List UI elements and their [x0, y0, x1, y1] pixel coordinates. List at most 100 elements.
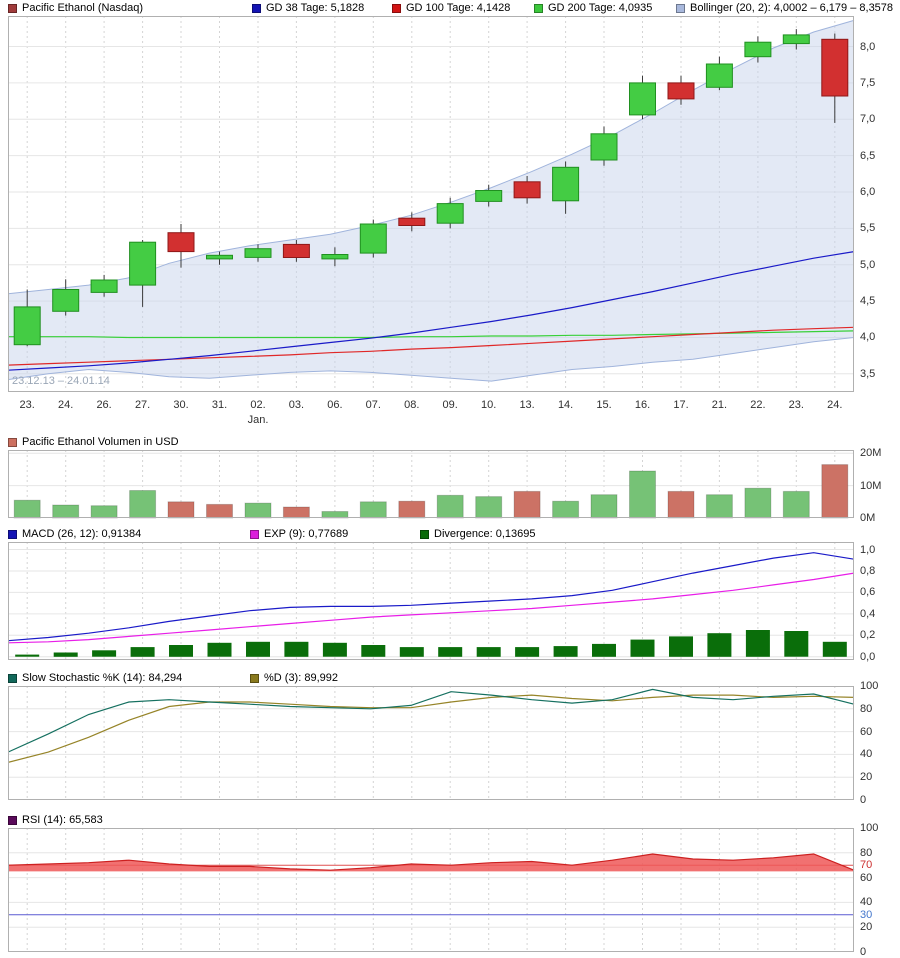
x-axis-label: 27. — [135, 399, 150, 411]
x-axis-label: 17. — [673, 399, 688, 411]
y-axis-label: 60 — [860, 725, 873, 738]
divergence-bar — [707, 633, 732, 657]
y-axis-label: 0,6 — [860, 586, 876, 599]
legend-item: GD 38 Tage: 5,1828 — [252, 2, 392, 14]
volume-bar — [167, 501, 195, 519]
x-axis-label: 24. — [58, 399, 73, 411]
divergence-bar — [669, 636, 693, 657]
y-axis-label: 40 — [860, 896, 873, 909]
candle-body — [244, 248, 272, 258]
legend-label: Bollinger (20, 2): 4,0002 – 6,179 – 8,35… — [690, 2, 894, 14]
x-axis-label: 30. — [173, 399, 188, 411]
x-axis-label: 22. — [750, 399, 765, 411]
plot-border — [8, 450, 854, 518]
y-axis-label: 80 — [860, 846, 873, 859]
y-axis-label: 20M — [860, 447, 882, 460]
x-axis-label: 14. — [558, 399, 573, 411]
y-axis-label: 80 — [860, 702, 873, 715]
volume-bar — [206, 503, 233, 519]
legend-label: Pacific Ethanol (Nasdaq) — [22, 2, 144, 14]
legend-item: MACD (26, 12): 0,91384 — [8, 528, 250, 540]
legend-label: GD 200 Tage: 4,0935 — [548, 2, 653, 14]
divergence-bar — [745, 630, 770, 657]
divergence-bar — [630, 639, 655, 657]
legend-item: EXP (9): 0,77689 — [250, 528, 420, 540]
y-axis-label: 40 — [860, 748, 873, 761]
candle-body — [52, 289, 80, 312]
legend-color-swatch — [8, 529, 17, 539]
divergence-bar — [53, 652, 78, 657]
stochastic-legend: Slow Stochastic %K (14): 84,294 %D (3): 8… — [8, 672, 368, 684]
volume-legend: Pacific Ethanol Volumen in USD — [8, 436, 209, 448]
legend-color-swatch — [392, 3, 401, 13]
volume-bar — [282, 506, 310, 519]
candle-body — [667, 82, 695, 100]
y-axis-label: 10M — [860, 479, 882, 492]
volume-chart — [8, 450, 854, 519]
candle-body — [705, 63, 733, 88]
divergence-bar — [15, 654, 40, 657]
volume-bar — [821, 464, 849, 519]
y-axis-label: 20 — [860, 771, 873, 784]
bollinger-lower-line — [8, 337, 855, 382]
y-axis-label: 3,5 — [860, 367, 876, 380]
x-axis-label: 08. — [404, 399, 419, 411]
stochastic-chart — [8, 686, 855, 800]
legend-color-swatch — [420, 529, 429, 539]
volume-bar — [667, 490, 695, 519]
y-axis-label: 60 — [860, 871, 873, 884]
legend-label: %D (3): 89,992 — [264, 672, 338, 684]
legend-label: EXP (9): 0,77689 — [264, 528, 349, 540]
exp-line — [8, 572, 855, 644]
macd-legend: MACD (26, 12): 0,91384 EXP (9): 0,77689 Di… — [8, 528, 566, 540]
y-axis-label: 100 — [860, 822, 879, 834]
x-axis-label: 06. — [327, 399, 342, 411]
volume-bar — [90, 505, 118, 519]
rsi-legend: RSI (14): 65,583 — [8, 814, 133, 826]
x-axis-label: 23. — [20, 399, 35, 411]
volume-bar — [398, 500, 426, 519]
y-axis-label: 30 — [860, 908, 873, 921]
x-axis-label: 26. — [96, 399, 111, 411]
date-range-label: 23.12.13 – 24.01.14 — [12, 375, 110, 387]
volume-bar — [513, 490, 541, 519]
macd-line — [8, 552, 855, 642]
legend-label: Pacific Ethanol Volumen in USD — [22, 436, 179, 448]
volume-bar — [129, 490, 157, 519]
candle-body — [590, 133, 618, 161]
candle-body — [782, 34, 810, 45]
rsi-line — [8, 853, 855, 871]
legend-label: Divergence: 0,13695 — [434, 528, 536, 540]
x-axis-label: 13. — [519, 399, 534, 411]
y-axis-label: 1,0 — [860, 543, 876, 556]
divergence-bar — [207, 642, 232, 657]
legend-label: MACD (26, 12): 0,91384 — [22, 528, 142, 540]
divergence-bar — [822, 641, 847, 657]
volume-bar — [590, 494, 618, 519]
plot-border — [8, 686, 854, 800]
plot-border — [8, 16, 854, 392]
legend-item: Divergence: 0,13695 — [420, 528, 536, 540]
volume-bar — [552, 500, 580, 519]
legend-color-swatch — [8, 3, 17, 13]
volume-bar — [782, 490, 810, 519]
x-axis-label: 03. — [289, 399, 304, 411]
candle-body — [744, 41, 772, 58]
divergence-bar — [476, 647, 501, 657]
y-axis-label: 7,5 — [860, 76, 876, 89]
stochastic-k-line — [8, 688, 855, 753]
volume-bar — [744, 487, 772, 519]
x-axis-label: 02. — [250, 399, 265, 411]
x-axis-label: 09. — [443, 399, 458, 411]
plot-border — [8, 542, 854, 660]
legend-color-swatch — [252, 3, 261, 13]
candle-body — [629, 82, 656, 116]
volume-bar — [436, 494, 464, 519]
x-axis-label: 07. — [366, 399, 381, 411]
y-axis-label: 6,5 — [860, 149, 876, 162]
y-axis-label: 100 — [860, 680, 879, 692]
volume-bar — [475, 496, 503, 519]
plot-border — [8, 828, 854, 952]
legend-color-swatch — [534, 3, 543, 13]
legend-color-swatch — [676, 3, 685, 13]
